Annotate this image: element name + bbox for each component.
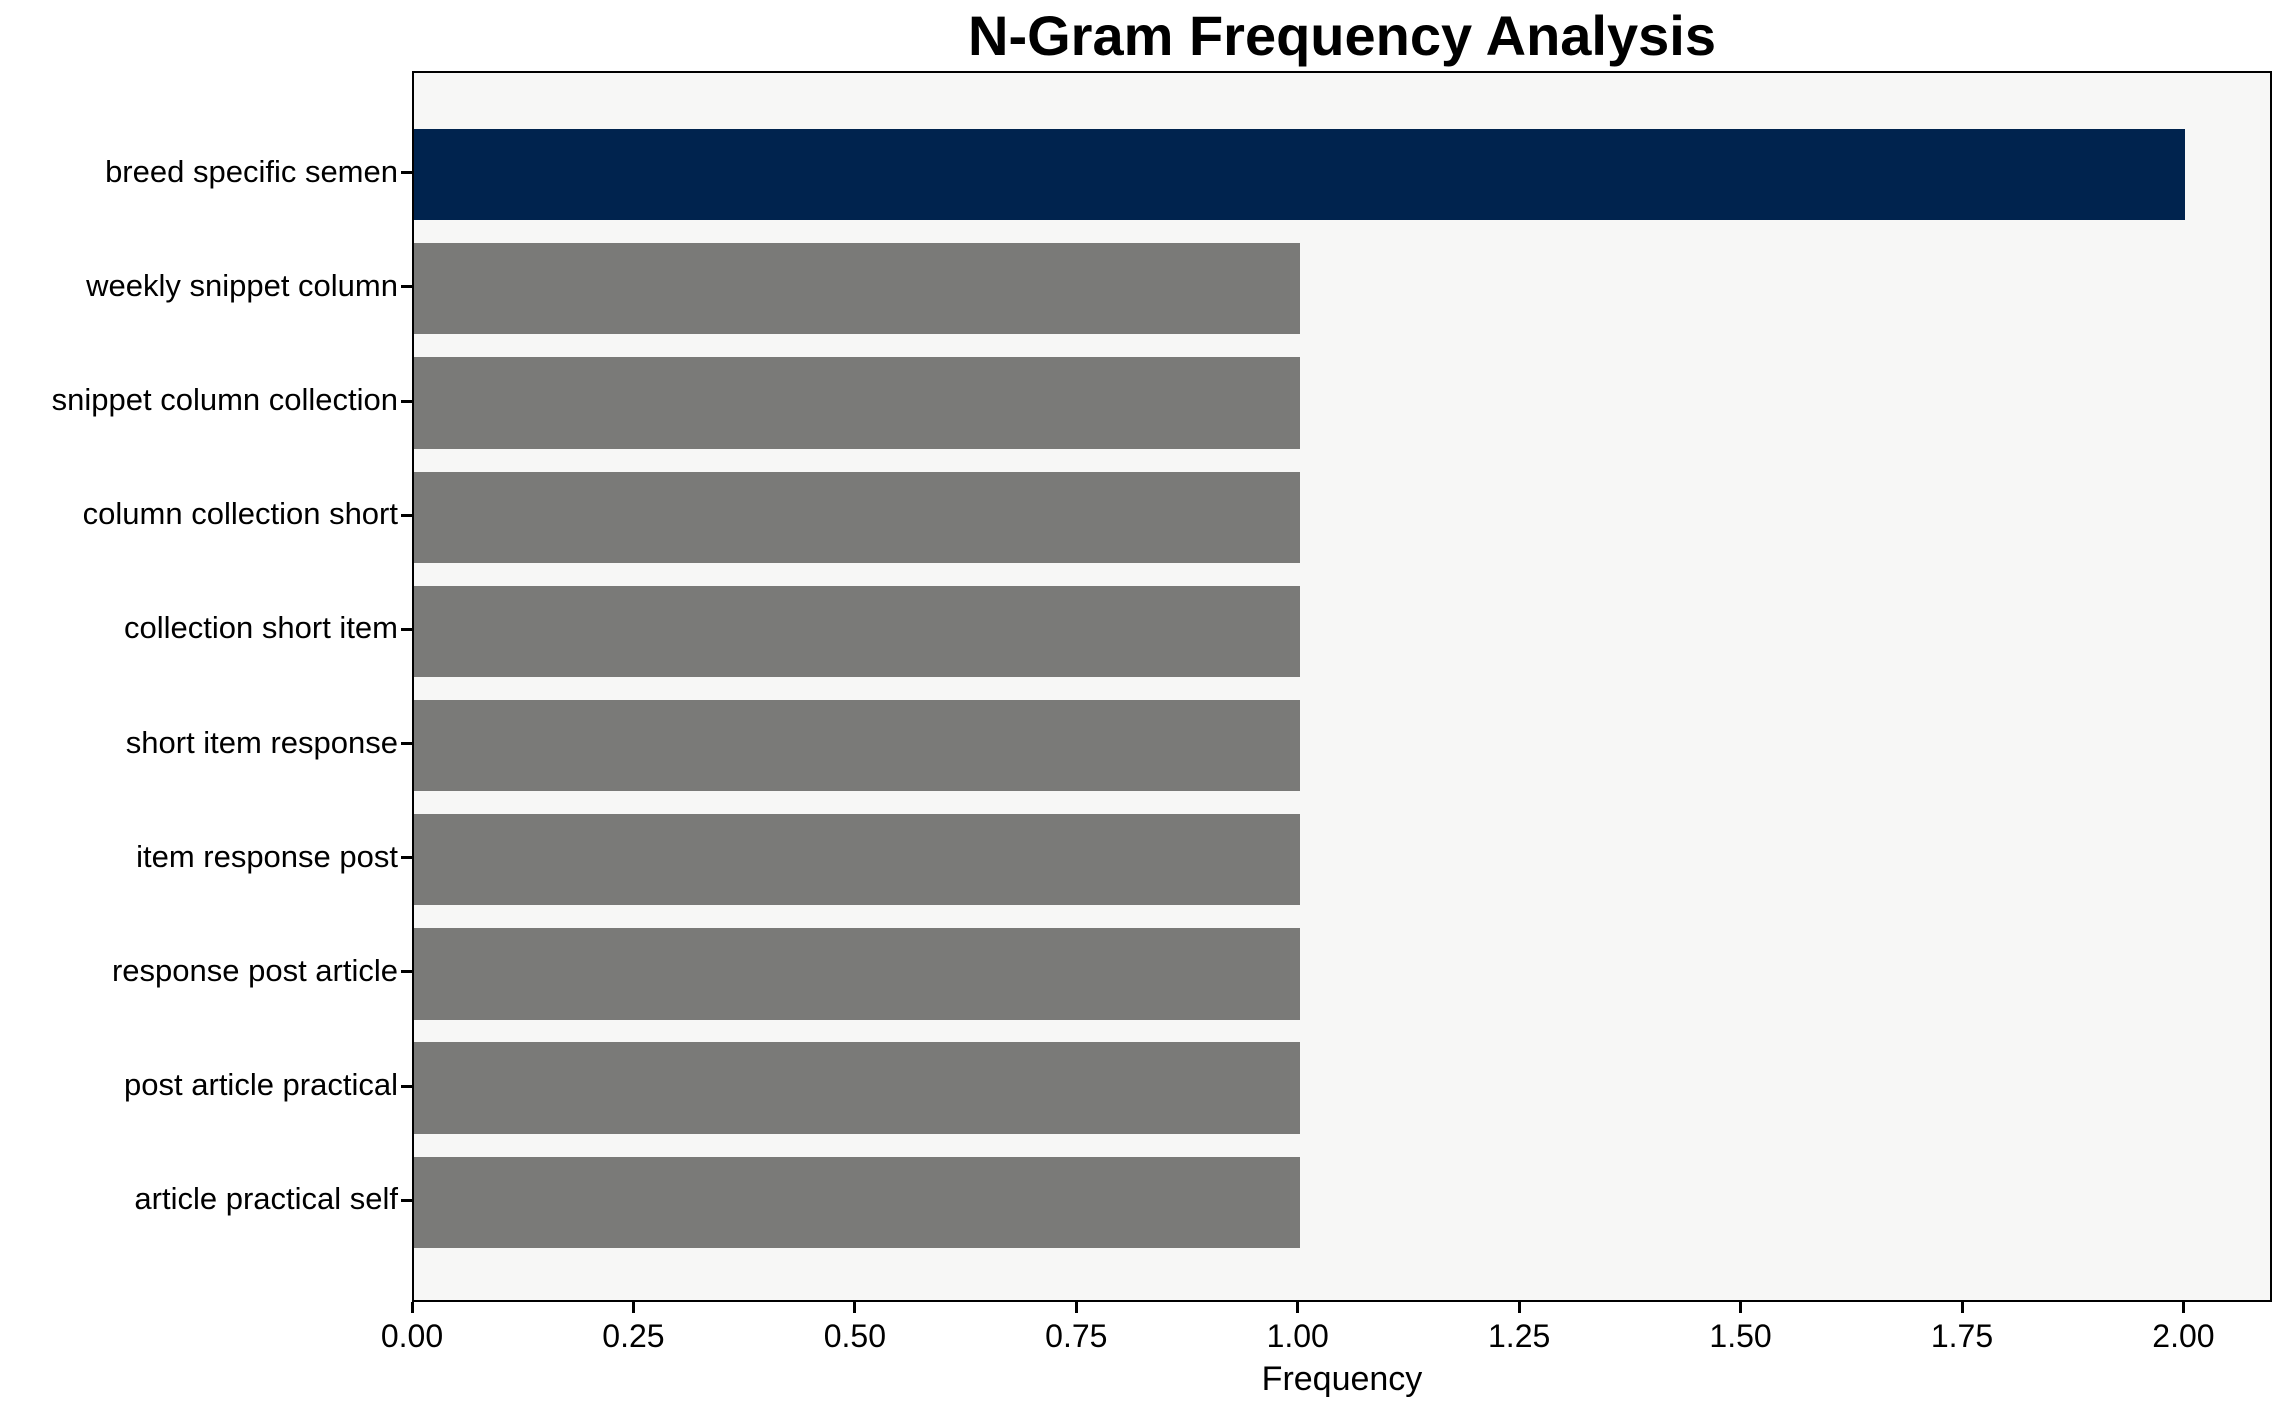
- bar-short-item-response: [414, 699, 1300, 792]
- chart-title: N-Gram Frequency Analysis: [968, 4, 1716, 67]
- plot-area: [412, 71, 2272, 1302]
- x-tick-label: 1.50: [1709, 1318, 1772, 1354]
- y-tick-mark: [401, 1084, 412, 1088]
- y-tick-mark: [401, 1198, 412, 1202]
- y-tick-mark: [401, 513, 412, 517]
- x-tick-label: 0.00: [380, 1318, 444, 1354]
- bar-column-collection-short: [414, 471, 1300, 563]
- x-tick-mark: [853, 1302, 857, 1313]
- y-tick-mark: [401, 627, 412, 631]
- y-tick-label: post article practical: [124, 1067, 398, 1103]
- y-tick-mark: [401, 399, 412, 403]
- x-tick-label: 1.75: [1930, 1318, 1994, 1354]
- y-tick-label: item response post: [136, 838, 398, 874]
- y-tick-mark: [401, 970, 412, 974]
- x-tick-mark: [631, 1302, 635, 1313]
- bar-weekly-snippet-column: [414, 243, 1300, 335]
- x-tick-label: 1.25: [1488, 1318, 1551, 1354]
- x-tick-label: 2.00: [2152, 1318, 2215, 1354]
- x-tick-mark: [2181, 1302, 2185, 1313]
- bar-breed-specific-semen: [414, 128, 2186, 221]
- y-tick-label: weekly snippet column: [86, 267, 398, 303]
- y-tick-label: short item response: [125, 724, 398, 760]
- x-tick-label: 0.25: [602, 1318, 665, 1354]
- y-tick-label: article practical self: [134, 1181, 398, 1217]
- x-axis-label: Frequency: [1261, 1360, 1423, 1398]
- bar-post-article-practical: [414, 1042, 1300, 1134]
- y-tick-mark: [401, 742, 412, 746]
- bar-snippet-column-collection: [414, 357, 1300, 449]
- bar-article-practical-self: [414, 1156, 1300, 1249]
- bar-item-response-post: [414, 814, 1300, 906]
- x-tick-mark: [1074, 1302, 1078, 1313]
- bar-collection-short-item: [414, 585, 1300, 678]
- x-tick-label: 1.00: [1266, 1318, 1329, 1354]
- y-tick-label: column collection short: [82, 496, 398, 532]
- y-tick-mark: [401, 856, 412, 860]
- y-tick-label: collection short item: [124, 610, 398, 646]
- bar-response-post-article: [414, 928, 1300, 1020]
- x-tick-label: 0.50: [823, 1318, 886, 1354]
- x-tick-mark: [1739, 1302, 1743, 1313]
- y-tick-label: breed specific semen: [105, 153, 398, 189]
- y-tick-label: snippet column collection: [51, 382, 398, 418]
- x-tick-mark: [1960, 1302, 1964, 1313]
- y-tick-mark: [401, 285, 412, 289]
- y-tick-mark: [401, 171, 412, 175]
- x-tick-label: 0.75: [1045, 1318, 1108, 1354]
- x-tick-mark: [1517, 1302, 1521, 1313]
- x-tick-mark: [1296, 1302, 1300, 1313]
- y-tick-label: response post article: [111, 952, 398, 988]
- x-tick-mark: [410, 1302, 414, 1313]
